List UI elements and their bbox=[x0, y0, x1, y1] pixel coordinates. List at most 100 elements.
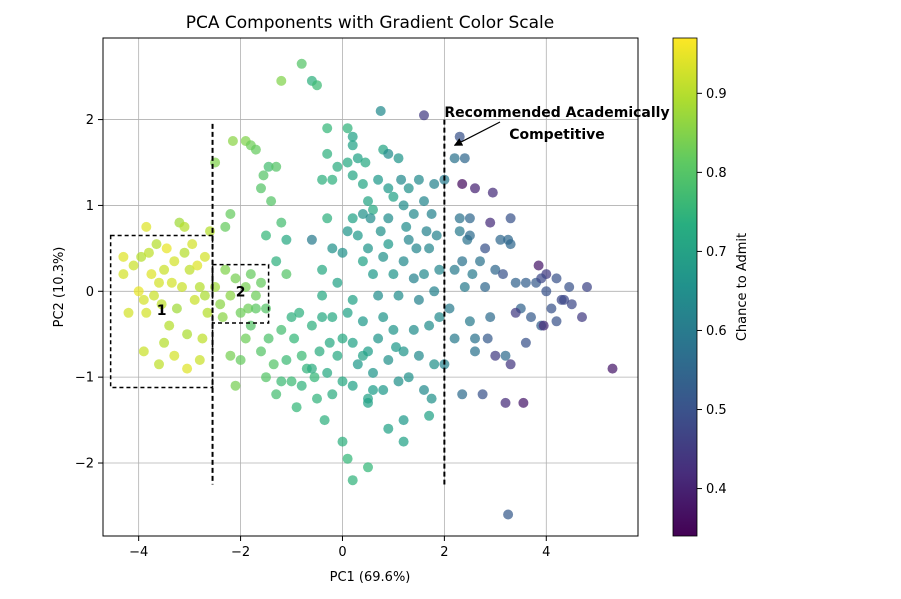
data-point bbox=[327, 174, 338, 185]
data-point bbox=[342, 157, 353, 168]
data-point bbox=[480, 243, 491, 254]
data-point bbox=[159, 337, 170, 348]
data-point bbox=[314, 346, 325, 357]
data-point bbox=[156, 299, 167, 310]
data-point bbox=[378, 251, 389, 262]
data-point bbox=[286, 312, 297, 323]
data-point bbox=[520, 277, 531, 288]
data-point bbox=[500, 350, 511, 361]
data-point bbox=[230, 273, 241, 284]
data-point bbox=[505, 359, 516, 370]
data-point bbox=[258, 170, 269, 181]
data-point bbox=[536, 273, 547, 284]
data-point bbox=[375, 226, 386, 237]
data-point bbox=[424, 320, 435, 331]
data-point bbox=[375, 106, 386, 116]
data-point bbox=[342, 226, 353, 237]
data-point bbox=[187, 239, 198, 250]
data-point bbox=[281, 355, 292, 365]
data-point bbox=[166, 277, 177, 288]
data-point bbox=[266, 196, 277, 207]
data-point bbox=[470, 346, 480, 357]
data-point bbox=[541, 286, 552, 297]
data-point bbox=[202, 307, 213, 318]
data-point bbox=[391, 342, 401, 353]
data-point bbox=[161, 243, 172, 254]
data-point bbox=[347, 380, 358, 391]
data-point bbox=[510, 277, 521, 288]
colorbar-ticks: 0.4 0.5 0.6 0.7 0.8 0.9 bbox=[697, 87, 727, 497]
data-point bbox=[309, 372, 320, 383]
data-point bbox=[383, 423, 394, 434]
data-point bbox=[503, 234, 514, 245]
data-point bbox=[526, 312, 536, 323]
data-point bbox=[306, 363, 317, 374]
data-point bbox=[398, 200, 409, 211]
data-point bbox=[347, 475, 358, 486]
colorbar-tick-label: 0.5 bbox=[706, 403, 727, 418]
data-point bbox=[429, 179, 440, 189]
data-point bbox=[426, 209, 437, 219]
data-point bbox=[577, 312, 587, 323]
data-point bbox=[281, 234, 292, 245]
data-point bbox=[332, 277, 343, 288]
data-point bbox=[296, 58, 307, 69]
annotation-arrow bbox=[453, 121, 501, 146]
data-point bbox=[322, 367, 333, 378]
data-point bbox=[220, 264, 231, 275]
data-point bbox=[352, 230, 363, 241]
data-point bbox=[357, 256, 368, 267]
data-point bbox=[383, 183, 394, 194]
data-point bbox=[551, 316, 562, 327]
x-axis-label: PC1 (69.6%) bbox=[330, 570, 411, 585]
data-point bbox=[368, 385, 378, 395]
data-point bbox=[487, 187, 498, 198]
data-point bbox=[347, 131, 358, 142]
data-point bbox=[470, 183, 480, 194]
data-point bbox=[495, 234, 506, 245]
data-point bbox=[141, 221, 152, 232]
data-point bbox=[217, 312, 228, 323]
data-point bbox=[403, 372, 414, 383]
data-point bbox=[467, 269, 478, 280]
data-point bbox=[485, 217, 496, 228]
data-point bbox=[227, 136, 238, 146]
data-point bbox=[347, 170, 358, 181]
data-point bbox=[426, 393, 437, 404]
annotation-line-1: Recommended Academically bbox=[444, 105, 669, 121]
data-point bbox=[401, 221, 412, 232]
data-point bbox=[220, 221, 231, 232]
data-point bbox=[378, 312, 389, 323]
data-point bbox=[482, 333, 493, 344]
data-point bbox=[123, 307, 134, 318]
data-point bbox=[197, 333, 208, 344]
data-point bbox=[337, 436, 348, 447]
data-point bbox=[510, 307, 521, 318]
colorbar: 0.4 0.5 0.6 0.7 0.8 0.9 Chance to Admit bbox=[672, 37, 750, 537]
data-point bbox=[250, 303, 261, 314]
data-point bbox=[363, 462, 373, 473]
data-point bbox=[263, 333, 274, 344]
data-point bbox=[182, 363, 193, 374]
data-point bbox=[408, 324, 419, 335]
data-point bbox=[449, 153, 460, 164]
data-point bbox=[164, 320, 175, 331]
data-point bbox=[503, 509, 514, 520]
data-point bbox=[245, 320, 256, 331]
data-point bbox=[276, 324, 287, 335]
data-point bbox=[357, 209, 368, 219]
data-point bbox=[141, 307, 152, 318]
data-point bbox=[413, 174, 424, 185]
data-point bbox=[357, 350, 368, 361]
data-point bbox=[118, 269, 129, 280]
data-point bbox=[559, 294, 570, 305]
data-point bbox=[582, 282, 592, 292]
data-point bbox=[256, 183, 266, 194]
data-point bbox=[235, 307, 246, 318]
data-point bbox=[263, 161, 274, 172]
data-point bbox=[146, 269, 157, 280]
data-point bbox=[250, 144, 261, 155]
data-point bbox=[271, 389, 282, 400]
data-point bbox=[294, 307, 305, 318]
data-point bbox=[136, 251, 147, 262]
